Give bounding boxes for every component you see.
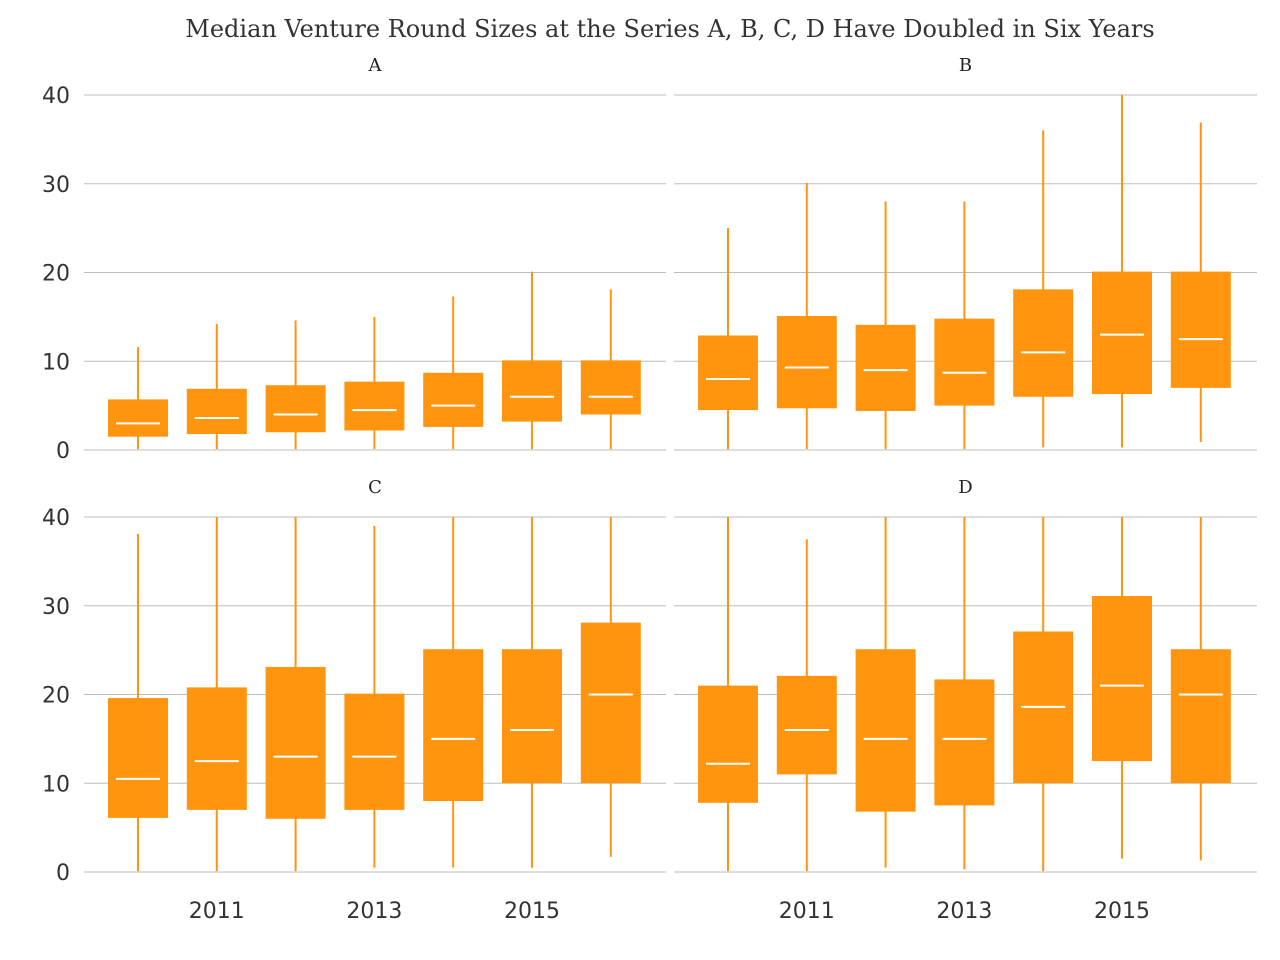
panel-title-b: B bbox=[959, 55, 972, 76]
x-tick-label: 2015 bbox=[1094, 899, 1150, 924]
box-2015 bbox=[502, 271, 562, 450]
y-tick-label: 30 bbox=[42, 173, 70, 198]
x-tick-label: 2011 bbox=[779, 899, 835, 924]
y-tick-label: 10 bbox=[42, 350, 70, 375]
iqr-box bbox=[1170, 649, 1231, 784]
box-2010 bbox=[108, 347, 168, 450]
iqr-box bbox=[855, 649, 916, 812]
y-tick-label: 20 bbox=[42, 684, 70, 709]
iqr-box bbox=[776, 315, 837, 409]
iqr-box bbox=[423, 372, 484, 427]
iqr-box bbox=[502, 649, 562, 784]
box-2015 bbox=[502, 517, 562, 868]
iqr-box bbox=[776, 675, 837, 775]
y-tick-label: 0 bbox=[56, 439, 70, 464]
box-2012 bbox=[855, 517, 916, 868]
y-tick-label: 20 bbox=[42, 262, 70, 287]
y-tick-label: 40 bbox=[42, 84, 70, 109]
iqr-box bbox=[855, 324, 916, 411]
iqr-box bbox=[934, 318, 995, 406]
x-tick-label: 2011 bbox=[189, 899, 245, 924]
panel-b: B bbox=[674, 55, 1257, 451]
iqr-box bbox=[1170, 271, 1231, 388]
box-2014 bbox=[1013, 130, 1074, 448]
iqr-box bbox=[265, 385, 326, 433]
iqr-box bbox=[698, 335, 758, 411]
iqr-box bbox=[1013, 289, 1074, 397]
box-2010 bbox=[698, 228, 758, 450]
box-2011 bbox=[186, 517, 247, 872]
box-2013 bbox=[344, 316, 405, 450]
box-2010 bbox=[108, 533, 168, 872]
box-2013 bbox=[344, 525, 405, 868]
iqr-box bbox=[108, 698, 168, 818]
box-2011 bbox=[776, 539, 837, 872]
y-tick-label: 40 bbox=[42, 506, 70, 531]
iqr-box bbox=[344, 381, 405, 431]
box-2011 bbox=[186, 323, 247, 450]
panel-c: C 0 10 20 30 40 2011 2013 2015 bbox=[42, 477, 666, 924]
iqr-box bbox=[698, 685, 758, 803]
y-tick-label: 10 bbox=[42, 772, 70, 797]
iqr-box bbox=[108, 399, 168, 437]
iqr-box bbox=[186, 687, 247, 810]
box-2014 bbox=[423, 296, 484, 450]
box-2012 bbox=[265, 517, 326, 872]
box-2015 bbox=[1092, 517, 1152, 859]
panel-title-a: A bbox=[368, 55, 383, 76]
box-2012 bbox=[265, 320, 326, 450]
x-tick-label: 2013 bbox=[346, 899, 402, 924]
panel-a: A 0 10 20 30 40 bbox=[42, 55, 666, 464]
box-2013 bbox=[934, 517, 995, 870]
iqr-box bbox=[580, 622, 641, 784]
iqr-box bbox=[186, 388, 247, 435]
box-2012 bbox=[855, 201, 916, 450]
iqr-box bbox=[580, 360, 641, 415]
iqr-box bbox=[1092, 271, 1152, 395]
y-tick-label: 30 bbox=[42, 595, 70, 620]
panel-title-c: C bbox=[368, 477, 382, 498]
panel-d: D 2011 2013 2015 bbox=[674, 477, 1257, 924]
x-tick-label: 2015 bbox=[504, 899, 560, 924]
box-2016 bbox=[580, 517, 641, 857]
chart-title: Median Venture Round Sizes at the Series… bbox=[185, 15, 1154, 43]
box-2016 bbox=[1170, 122, 1231, 443]
iqr-box bbox=[1092, 595, 1152, 762]
y-tick-label: 0 bbox=[56, 861, 70, 886]
iqr-box bbox=[265, 666, 326, 819]
box-2014 bbox=[1013, 517, 1074, 872]
x-tick-label: 2013 bbox=[936, 899, 992, 924]
box-2014 bbox=[423, 517, 484, 868]
panel-title-d: D bbox=[958, 477, 972, 498]
box-2013 bbox=[934, 201, 995, 450]
box-2011 bbox=[776, 182, 837, 450]
iqr-box bbox=[423, 649, 484, 801]
iqr-box bbox=[344, 693, 405, 810]
box-2016 bbox=[1170, 517, 1231, 861]
iqr-box bbox=[502, 360, 562, 422]
box-2016 bbox=[580, 289, 641, 450]
box-2010 bbox=[698, 517, 758, 872]
box-2015 bbox=[1092, 95, 1152, 448]
panels: A 0 10 20 30 40 B C 0 10 20 30 40 2011 2013 2015 D 2011 20… bbox=[42, 55, 1257, 924]
iqr-box bbox=[934, 679, 995, 806]
